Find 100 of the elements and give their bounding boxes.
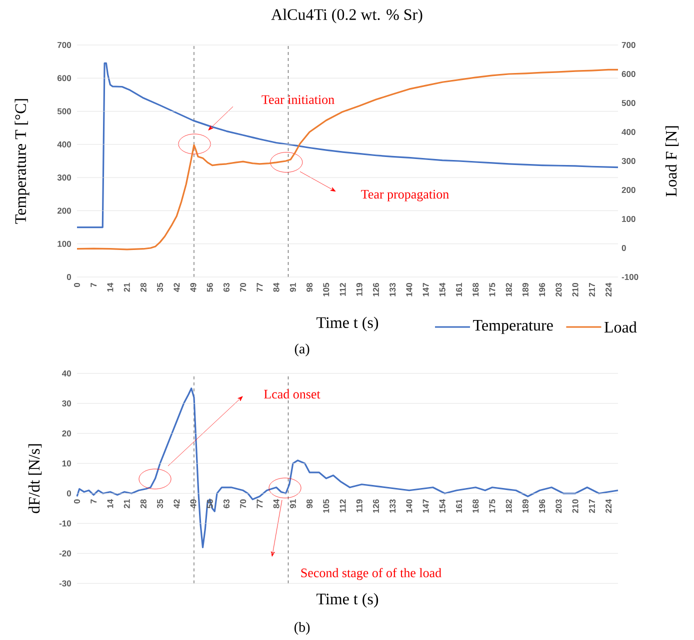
x-tick-label: 77: [256, 283, 263, 292]
x-tick-label: 63: [223, 282, 230, 292]
x-tick-label: 35: [157, 499, 164, 508]
x-tick-label: 91: [290, 282, 296, 292]
annotation: Tear propagation: [361, 190, 449, 202]
y-tick-label: 0: [66, 490, 71, 496]
x-tick-label: 154: [439, 499, 446, 513]
x-tick-label: 189: [522, 499, 528, 513]
y-tick-label: -30: [59, 580, 71, 586]
x-tick-label: 175: [489, 282, 496, 296]
x-tick-label: 56: [206, 499, 213, 508]
y2-tick-label: 300: [622, 158, 636, 164]
y-tick-label: 700: [58, 42, 71, 48]
x-tick-label: 0: [74, 283, 80, 288]
text: (b): [294, 622, 310, 635]
x-tick-label: 210: [572, 283, 578, 297]
x-tick-label: 196: [539, 499, 546, 513]
x-tick-label: 140: [406, 283, 412, 296]
y-tick-label: 100: [58, 240, 71, 247]
y2-tick-label: 700: [622, 42, 636, 48]
y-tick-label: -10: [59, 520, 71, 526]
text: (a): [294, 344, 310, 356]
x-tick-label: 28: [140, 499, 146, 508]
y-tick-label: -20: [59, 550, 71, 556]
x-tick-label: 0: [74, 499, 80, 504]
x-tick-label: 35: [157, 282, 164, 292]
x-tick-label: 77: [256, 499, 263, 508]
x-tick-label: 203: [556, 499, 562, 513]
y-tick-label: 400: [57, 141, 71, 148]
y2-tick-label: 100: [622, 216, 636, 222]
x-tick-label: 224: [606, 282, 612, 297]
x-tick-label: 196: [539, 282, 546, 296]
x-tick-label: 154: [439, 282, 446, 296]
x-tick-label: 161: [456, 499, 462, 513]
x-tick-label: 119: [356, 499, 362, 512]
x-tick-label: 112: [340, 499, 346, 512]
x-tick-label: 14: [107, 282, 114, 292]
x-tick-label: 21: [124, 282, 130, 292]
x-tick-label: 217: [588, 283, 595, 297]
x-tick-label: 84: [273, 499, 280, 508]
x-tick-label: 189: [522, 282, 528, 296]
y-tick-label: 10: [62, 460, 71, 466]
y-tick-label: 30: [62, 400, 71, 406]
y2-tick-label: 500: [622, 100, 636, 106]
x-tick-label: 147: [422, 499, 429, 513]
x-tick-label: 182: [506, 499, 512, 513]
x-tick-label: 119: [356, 282, 362, 296]
chart-title: AlCu4Ti (0.2 wt. % Sr): [271, 8, 422, 24]
x-tick-label: 70: [240, 283, 246, 292]
x-axis-title: Time t (s): [316, 593, 378, 608]
x-tick-label: 105: [323, 499, 330, 513]
x-tick-label: 182: [506, 282, 512, 296]
x-tick-label: 91: [290, 499, 296, 508]
legend-label: Temperature: [473, 320, 553, 334]
x-tick-label: 126: [372, 499, 379, 513]
x-tick-label: 49: [190, 282, 196, 292]
x-tick-label: 21: [124, 499, 130, 508]
y-axis-title: Temperature T [°C]: [14, 99, 30, 224]
x-tick-label: 147: [422, 283, 429, 296]
x-tick-label: 63: [223, 499, 230, 508]
annotation: Lcad onset: [264, 389, 320, 399]
annotation: Second stage of of the load: [301, 568, 442, 580]
y-tick-label: 0: [66, 274, 71, 280]
x-tick-label: 42: [174, 282, 180, 292]
x-tick-label: 112: [340, 282, 346, 296]
x-tick-label: 14: [107, 499, 114, 508]
x-tick-label: 98: [306, 499, 313, 508]
y2-axis-title: Load F [N]: [665, 126, 679, 197]
x-tick-label: 98: [306, 282, 313, 292]
y-tick-label: 20: [62, 430, 71, 436]
x-tick-label: 70: [240, 499, 246, 508]
x-tick-label: 175: [489, 499, 496, 513]
x-tick-label: 28: [140, 282, 146, 292]
x-tick-label: 42: [174, 499, 180, 508]
y2-tick-label: 600: [622, 70, 636, 77]
y2-tick-label: -100: [622, 274, 638, 280]
x-tick-label: 161: [456, 282, 462, 296]
x-tick-label: 84: [273, 282, 280, 292]
x-tick-label: 140: [406, 499, 412, 513]
x-tick-label: 133: [390, 282, 396, 296]
legend-label: Load: [604, 321, 637, 333]
x-tick-label: 203: [556, 282, 562, 297]
x-tick-label: 7: [90, 499, 97, 504]
x-tick-label: 49: [190, 499, 196, 508]
x-tick-label: 217: [588, 499, 595, 513]
y-tick-label: 600: [57, 75, 71, 82]
x-axis-title: Time t (s): [316, 316, 378, 332]
x-tick-label: 133: [390, 499, 396, 513]
y-tick-label: 500: [57, 108, 71, 114]
x-tick-label: 105: [323, 282, 330, 296]
x-tick-label: 7: [90, 283, 97, 288]
y2-tick-label: 400: [622, 128, 636, 135]
x-tick-label: 168: [472, 282, 479, 296]
x-tick-label: 224: [606, 499, 612, 513]
y2-tick-label: 0: [622, 244, 626, 251]
x-tick-label: 168: [472, 499, 479, 513]
y-tick-label: 200: [57, 208, 71, 214]
y-tick-label: 300: [57, 174, 71, 181]
y2-tick-label: 200: [622, 186, 636, 193]
x-tick-label: 56: [206, 282, 213, 292]
